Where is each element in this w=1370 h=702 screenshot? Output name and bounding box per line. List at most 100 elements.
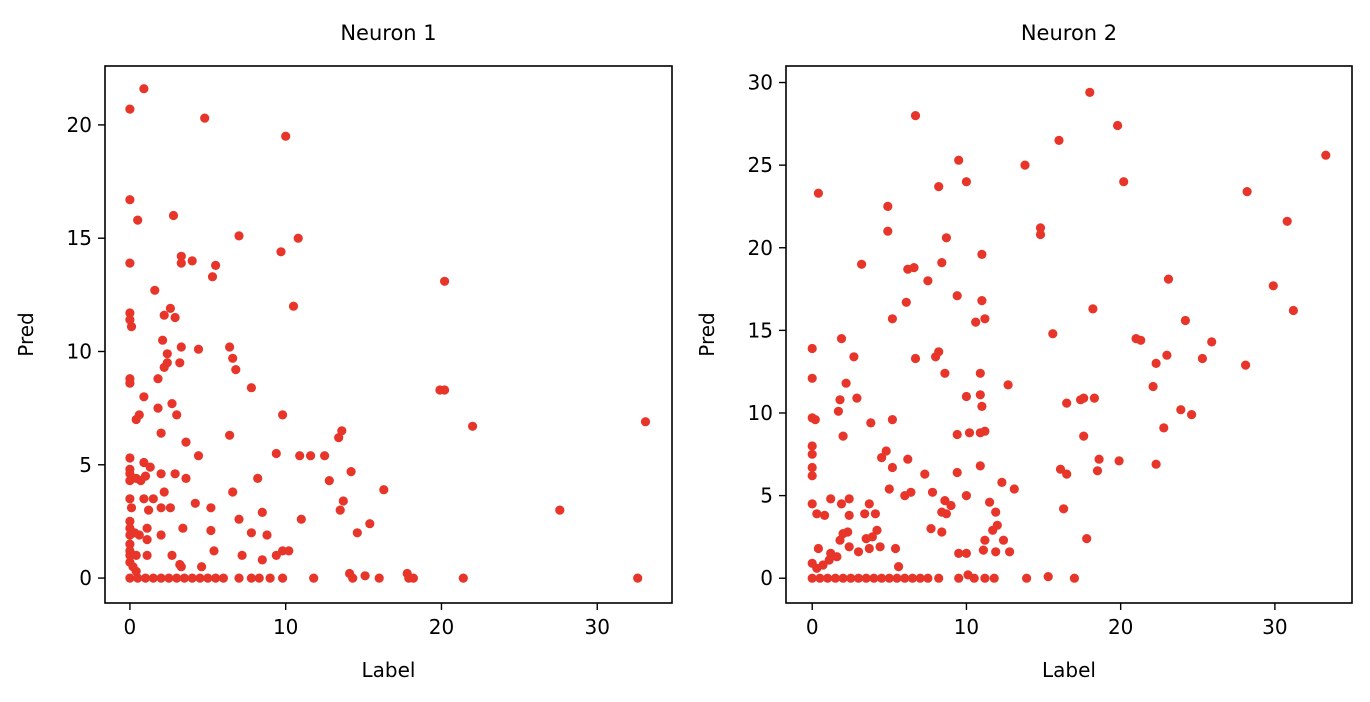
data-point — [1148, 381, 1158, 392]
data-point — [1282, 216, 1292, 226]
data-point — [165, 303, 175, 313]
data-point — [1163, 274, 1174, 284]
data-point — [125, 494, 135, 504]
data-point — [176, 258, 186, 268]
data-point — [844, 542, 854, 552]
data-point — [883, 226, 893, 236]
data-point — [170, 469, 180, 479]
data-point — [139, 392, 149, 402]
data-point — [158, 335, 168, 345]
data-point — [997, 477, 1007, 487]
data-point — [923, 573, 933, 583]
data-point — [207, 272, 218, 282]
y-tick-label: 15 — [748, 318, 773, 342]
y-tick-label: 15 — [67, 226, 92, 250]
data-point — [832, 552, 842, 562]
plot-neuron-2: Neuron 2 0 10 20 30 0 5 10 15 20 25 30 Label Pred — [695, 21, 1353, 682]
data-point — [162, 349, 172, 359]
data-point — [206, 525, 216, 536]
data-point — [900, 573, 910, 583]
data-point — [849, 352, 859, 362]
data-point — [334, 433, 344, 443]
data-point — [125, 258, 135, 268]
data-point — [989, 573, 999, 583]
data-point — [887, 462, 898, 473]
data-point — [170, 312, 180, 323]
data-point — [278, 410, 288, 420]
data-point — [952, 467, 962, 478]
data-point — [1035, 229, 1046, 240]
data-point — [1022, 573, 1032, 583]
y-axis-label: Pred — [695, 312, 719, 357]
data-point — [179, 573, 189, 583]
data-point — [977, 401, 987, 411]
data-point — [167, 399, 177, 409]
data-point — [941, 509, 952, 519]
data-point — [961, 491, 972, 501]
data-point — [915, 573, 925, 583]
data-point — [820, 510, 830, 520]
data-point — [823, 573, 833, 583]
data-point — [144, 505, 154, 515]
data-point — [156, 428, 166, 438]
data-point — [148, 494, 158, 504]
data-point — [875, 542, 885, 552]
data-point — [1207, 337, 1217, 347]
data-point — [162, 358, 172, 368]
data-point — [156, 503, 166, 513]
data-point — [193, 344, 204, 354]
data-point — [807, 573, 817, 583]
data-point — [934, 347, 944, 357]
data-point — [125, 104, 135, 114]
data-point — [833, 406, 844, 416]
chart-title: Neuron 1 — [340, 21, 436, 45]
data-point — [190, 498, 200, 508]
data-point — [165, 503, 175, 513]
data-point — [961, 391, 972, 402]
data-point — [954, 548, 964, 559]
data-point — [148, 573, 158, 583]
data-point — [869, 573, 879, 583]
data-point — [818, 560, 828, 570]
data-point — [209, 546, 219, 556]
data-point — [940, 368, 950, 378]
data-point — [1005, 547, 1015, 557]
data-point — [257, 555, 267, 565]
data-point — [872, 525, 882, 535]
data-point — [836, 499, 847, 509]
data-point — [271, 448, 281, 459]
data-point — [640, 417, 651, 427]
data-point — [853, 573, 864, 583]
data-point — [838, 431, 848, 441]
data-point — [125, 378, 135, 388]
data-point — [975, 461, 985, 471]
y-tick-label: 30 — [748, 71, 773, 95]
data-point — [139, 457, 149, 468]
data-point — [877, 453, 887, 463]
x-tick-label: 30 — [1262, 615, 1287, 639]
data-point — [458, 573, 468, 583]
data-point — [284, 546, 294, 556]
data-point — [125, 573, 135, 583]
data-point — [901, 297, 911, 307]
data-point — [1241, 360, 1251, 370]
data-point — [1043, 572, 1053, 582]
data-point — [1119, 177, 1129, 187]
plot-frame — [785, 65, 1353, 604]
data-point — [887, 415, 898, 425]
data-point — [881, 446, 891, 456]
data-point — [824, 555, 834, 565]
data-point — [633, 573, 643, 583]
data-point — [910, 353, 921, 364]
data-point — [971, 317, 981, 327]
data-point — [977, 249, 987, 259]
x-tick-label: 0 — [806, 615, 819, 639]
data-point — [134, 530, 144, 540]
data-point — [892, 573, 902, 583]
data-point — [211, 573, 221, 583]
data-point — [852, 393, 862, 403]
data-point — [1055, 464, 1066, 474]
y-axis-label: Pred — [14, 312, 38, 357]
data-point — [125, 469, 135, 479]
data-point — [975, 368, 985, 378]
